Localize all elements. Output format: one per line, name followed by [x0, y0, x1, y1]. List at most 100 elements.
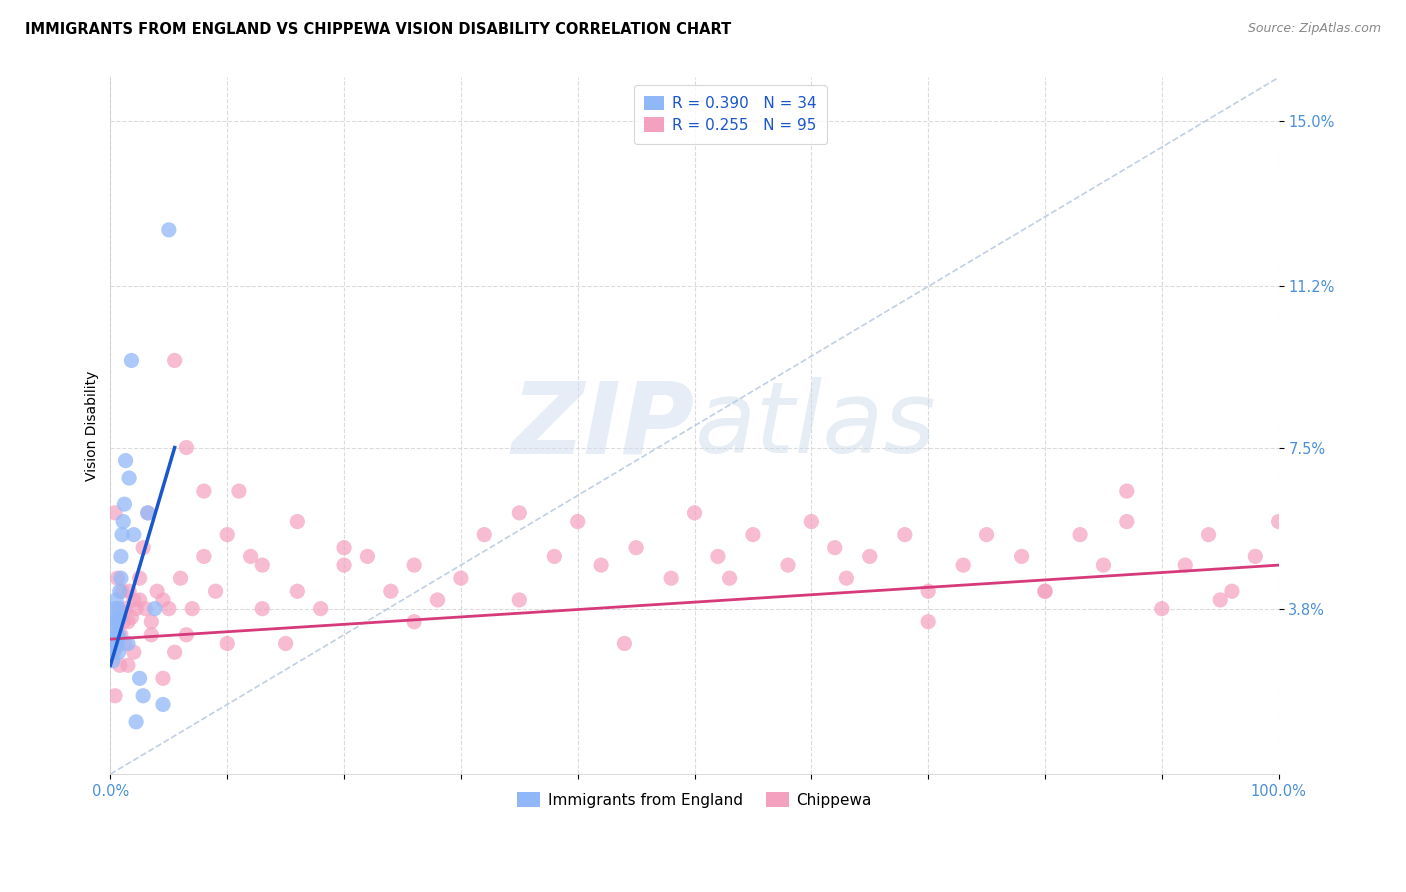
Point [800, 515, 823, 529]
Point [100, 645, 122, 659]
Text: IMMIGRANTS FROM ENGLAND VS CHIPPEWA VISION DISABILITY CORRELATION CHART: IMMIGRANTS FROM ENGLAND VS CHIPPEWA VISI… [25, 22, 731, 37]
Point [976, 527, 998, 541]
Point [122, 593, 145, 607]
Point [152, 593, 174, 607]
Point [114, 453, 136, 467]
Point [120, 610, 142, 624]
Point [333, 558, 356, 573]
Point [824, 541, 846, 555]
Point [141, 615, 163, 629]
Point [1174, 558, 1197, 573]
Point [776, 558, 799, 573]
Point [132, 689, 155, 703]
Point [274, 636, 297, 650]
Point [105, 593, 128, 607]
Point [1198, 527, 1220, 541]
Point [204, 584, 226, 599]
Point [122, 527, 145, 541]
Point [193, 549, 215, 564]
Point [101, 624, 124, 638]
Point [128, 571, 150, 585]
Point [111, 527, 134, 541]
Point [107, 571, 129, 585]
Text: Source: ZipAtlas.com: Source: ZipAtlas.com [1247, 22, 1381, 36]
Point [252, 558, 274, 573]
Point [118, 584, 141, 599]
Point [380, 584, 402, 599]
Point [894, 527, 917, 541]
Point [107, 601, 129, 615]
Point [136, 506, 159, 520]
Point [103, 615, 125, 629]
Point [404, 558, 426, 573]
Point [1115, 515, 1137, 529]
Point [110, 628, 132, 642]
Point [707, 549, 730, 564]
Point [356, 549, 378, 564]
Point [508, 593, 530, 607]
Point [1092, 558, 1115, 573]
Point [718, 571, 741, 585]
Point [112, 636, 135, 650]
Legend: Immigrants from England, Chippewa: Immigrants from England, Chippewa [510, 784, 879, 815]
Point [132, 541, 155, 555]
Point [107, 645, 129, 659]
Point [105, 636, 128, 650]
Point [567, 515, 589, 529]
Point [1033, 584, 1056, 599]
Point [404, 615, 426, 629]
Point [426, 593, 449, 607]
Point [217, 527, 239, 541]
Point [128, 593, 150, 607]
Point [104, 640, 127, 655]
Point [285, 515, 308, 529]
Point [176, 441, 198, 455]
Point [624, 541, 647, 555]
Point [450, 571, 472, 585]
Point [104, 601, 127, 615]
Point [103, 632, 125, 647]
Y-axis label: Vision Disability: Vision Disability [86, 370, 100, 481]
Point [285, 584, 308, 599]
Point [917, 615, 939, 629]
Text: ZIP: ZIP [512, 377, 695, 475]
Point [117, 658, 139, 673]
Point [193, 484, 215, 499]
Point [125, 714, 148, 729]
Point [217, 636, 239, 650]
Point [103, 645, 125, 659]
Point [141, 628, 163, 642]
Point [120, 353, 142, 368]
Point [1011, 549, 1033, 564]
Point [101, 654, 124, 668]
Point [136, 506, 159, 520]
Point [128, 671, 150, 685]
Point [917, 584, 939, 599]
Point [152, 671, 174, 685]
Point [239, 549, 262, 564]
Point [108, 658, 131, 673]
Point [105, 628, 128, 642]
Point [859, 549, 882, 564]
Point [107, 636, 129, 650]
Point [107, 615, 129, 629]
Point [105, 610, 128, 624]
Point [228, 484, 250, 499]
Point [163, 353, 186, 368]
Point [107, 628, 129, 642]
Point [112, 497, 135, 511]
Point [543, 549, 565, 564]
Point [117, 615, 139, 629]
Point [122, 645, 145, 659]
Point [112, 515, 135, 529]
Point [169, 571, 191, 585]
Point [176, 628, 198, 642]
Point [107, 628, 129, 642]
Point [112, 615, 135, 629]
Point [1220, 584, 1243, 599]
Point [152, 698, 174, 712]
Point [472, 527, 495, 541]
Point [1267, 515, 1289, 529]
Point [108, 584, 131, 599]
Point [683, 506, 706, 520]
